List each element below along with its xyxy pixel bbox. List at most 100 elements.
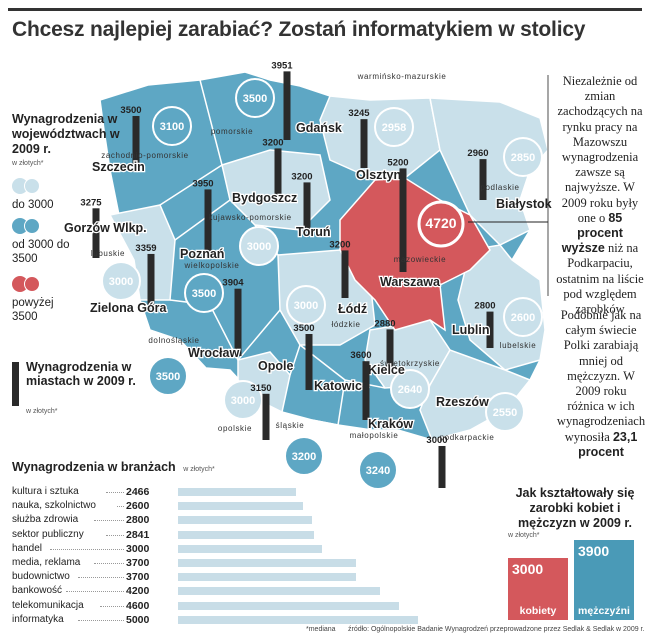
- city-name-gdansk: Gdańsk: [296, 121, 342, 135]
- region-name-podkarpackie: podkarpackie: [440, 433, 495, 442]
- city-name-bialystok: Białystok: [496, 197, 552, 211]
- region-name-lubelskie: lubelskie: [500, 341, 537, 350]
- region-value-label: 4720: [425, 215, 456, 231]
- region-circle-podlaskie: [503, 137, 543, 177]
- region-name-zachodnio-pomorskie: zachodnio-pomorskie: [101, 151, 188, 160]
- region-name-slaskie: śląskie: [276, 421, 305, 430]
- gender-title: Jak kształtowały się zarobki kobiet i mę…: [515, 486, 635, 530]
- region-name-kujawsko-pomorskie: kujawsko-pomorskie: [208, 213, 291, 222]
- region-opolskie: [237, 351, 291, 414]
- region-value-label: 3000: [294, 300, 318, 312]
- city-bar-krakow: [362, 361, 370, 420]
- city-name-szczecin: Szczecin: [92, 160, 145, 174]
- region-name-mazowieckie: mazowieckie: [394, 255, 446, 264]
- city-torun: 3200 Toruń: [291, 171, 331, 240]
- city-value-bydgoszcz: 3200: [262, 137, 283, 148]
- city-wroclaw: 3904 Wrocław: [187, 278, 245, 362]
- region-lubelskie: [457, 244, 546, 371]
- region-value-label: 3100: [160, 121, 184, 133]
- headline: Chcesz najlepiej zarabiać? Zostań inform…: [12, 18, 586, 41]
- city-name-bydgoszcz: Bydgoszcz: [232, 191, 297, 205]
- city-bar-zielona-gora: [147, 253, 155, 306]
- city-bar-wroclaw: [234, 288, 242, 356]
- city-value-krakow: 3600: [350, 350, 371, 361]
- region-name-malopolskie: małopolskie: [350, 431, 399, 440]
- city-lodz: 3200 Łódź: [329, 239, 368, 317]
- city-bar-szczecin: [132, 116, 140, 172]
- legend-label-mid: od 3000 do 3500: [12, 239, 70, 265]
- legend-label-low: do 3000: [12, 199, 54, 211]
- region-name-lodzkie: łódzkie: [331, 320, 360, 329]
- gender-unit: w złotych*: [508, 532, 540, 539]
- region-value-label: 3500: [156, 371, 180, 383]
- region-circle-dolnoslaskie: [148, 356, 188, 396]
- region-circle-podkarpackie: [485, 392, 525, 432]
- region-name-warminsko-mazurskie: warmińsko-mazurskie: [357, 72, 447, 81]
- region-circle-malopolskie: [358, 450, 398, 490]
- city-name-lublin: Lublin: [452, 323, 490, 337]
- region-circle-wielkopolskie: [184, 273, 224, 313]
- city-krakow: 3600 Kraków: [350, 350, 414, 432]
- city-bar-gorzow-wlkp: [92, 208, 100, 258]
- region-circle-lubelskie: [503, 297, 543, 337]
- city-value-kielce: 2880: [374, 318, 395, 329]
- city-value-warszawa: 5200: [387, 157, 408, 168]
- region-name-opolskie: opolskie: [218, 424, 252, 433]
- city-bar-warszawa: [399, 168, 407, 272]
- city-name-opole: Opole: [258, 359, 293, 373]
- city-bar-poznan: [204, 189, 212, 258]
- city-value-lodz: 3200: [329, 239, 350, 250]
- region-value-label: 3500: [243, 93, 267, 105]
- footer-source: źródło: Ogólnopolskie Badanie Wynagrodze…: [348, 626, 645, 633]
- region-value-label: 2958: [382, 122, 406, 134]
- region-value-label: 3000: [231, 395, 255, 407]
- city-value-torun: 3200: [291, 171, 312, 182]
- city-bar-rzeszow: [438, 446, 446, 488]
- region-value-dolnoslaskie: 3500: [148, 356, 188, 396]
- city-value-opole: 3150: [250, 383, 271, 394]
- side-text-gender: Podobnie jak na całym świecie Polki zara…: [556, 308, 646, 460]
- legend-swatch-low: [12, 178, 42, 194]
- region-value-pomorskie: 3500: [235, 78, 275, 118]
- city-rzeszow: 3000 Rzeszów: [426, 394, 490, 488]
- city-name-katowice: Katowice: [314, 379, 369, 393]
- top-rule: [8, 8, 642, 11]
- city-name-krakow: Kraków: [368, 417, 413, 431]
- region-value-label: 3240: [366, 465, 390, 477]
- region-value-label: 2550: [493, 407, 517, 419]
- city-opole: 3150 Opole: [250, 358, 295, 440]
- city-bar-katowice: [305, 334, 313, 390]
- region-circle-opolskie: [223, 380, 263, 420]
- city-name-kielce: Kielce: [368, 363, 405, 377]
- region-name-podlaskie: podlaskie: [480, 183, 519, 192]
- legend-swatch-high: [12, 276, 42, 292]
- city-bialystok: 2960 Białystok: [467, 148, 552, 212]
- region-value-podkarpackie: 2550: [485, 392, 525, 432]
- city-bar-torun: [303, 182, 311, 230]
- city-value-bialystok: 2960: [467, 148, 488, 159]
- region-value-slaskie: 3200: [284, 436, 324, 476]
- branch-unit: w złotych*: [183, 466, 215, 473]
- city-gorzow-wlkp: 3275 Gorzów Wlkp.: [63, 197, 148, 258]
- city-lublin: 2800 Lublin: [451, 301, 496, 348]
- city-bar-lublin: [486, 311, 494, 348]
- side-text-2-pre: Podobnie jak na całym świecie Polki zara…: [556, 308, 646, 444]
- region-circle-slaskie: [284, 436, 324, 476]
- city-bar-bydgoszcz: [274, 148, 282, 196]
- city-name-olsztyn: Olsztyn: [356, 168, 401, 182]
- city-bar-bialystok: [479, 159, 487, 200]
- region-value-kujawsko-pomorskie: 3000: [239, 226, 279, 266]
- city-legend-title: Wynagrodzenia w miastach w 2009 r.: [26, 360, 136, 388]
- side-text-1-post: niż na Podkarpaciu, ostatnim na liście p…: [556, 241, 644, 317]
- city-value-lublin: 2800: [474, 301, 495, 312]
- region-value-lodzkie: 3000: [286, 285, 326, 325]
- city-legend-unit: w złotych*: [26, 408, 58, 415]
- city-legend-bar: [12, 362, 19, 406]
- region-circle-pomorskie: [235, 78, 275, 118]
- city-name-poznan: Poznań: [180, 247, 224, 261]
- region-circle-lubuskie: [101, 261, 141, 301]
- legend-title-text: Wynagrodzenia w województwach w 2009 r.: [12, 112, 120, 156]
- city-name-torun: Toruń: [296, 225, 330, 239]
- legend-label-high: powyżej 3500: [12, 297, 54, 323]
